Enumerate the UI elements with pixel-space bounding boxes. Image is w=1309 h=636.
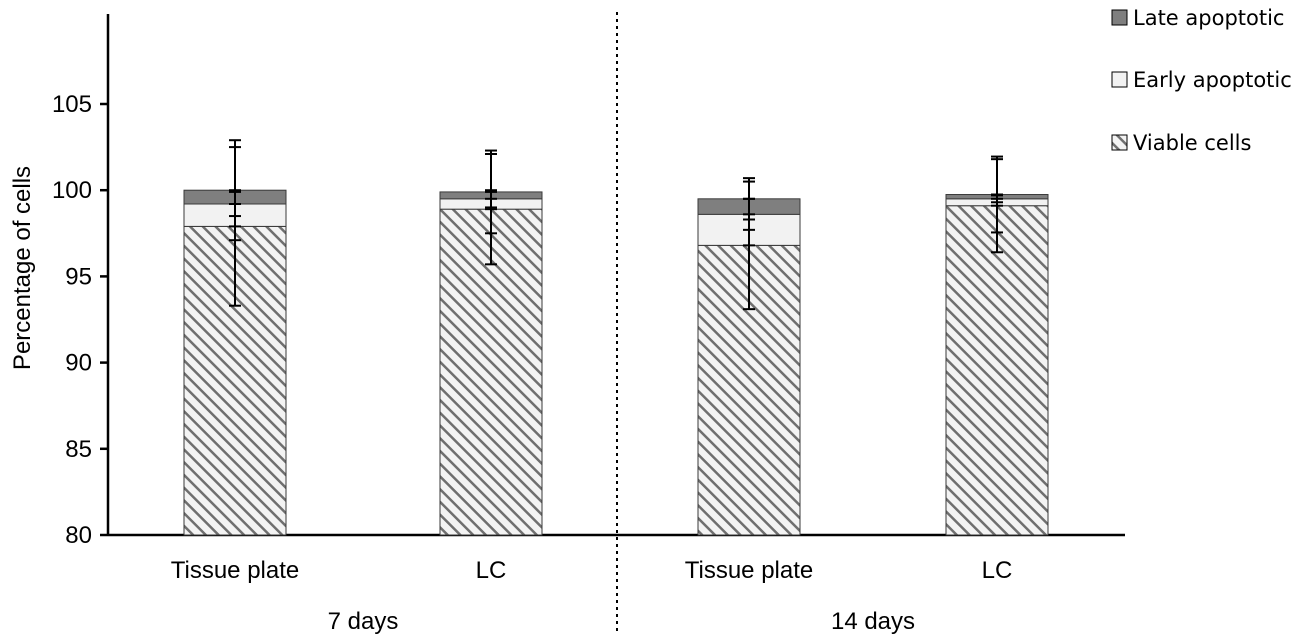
legend-swatch (1111, 71, 1128, 88)
legend-label: Viable cells (1133, 131, 1251, 155)
legend-label: Late apoptotic (1133, 6, 1284, 30)
x-group-label: 7 days (328, 608, 399, 635)
bars (183, 189, 1049, 536)
y-tick-label: 90 (65, 350, 92, 377)
y-tick-label: 105 (52, 91, 92, 118)
x-category-label: LC (476, 557, 507, 584)
error-bars (229, 139, 1003, 311)
x-group-label: 14 days (831, 608, 915, 635)
y-tick-label: 80 (65, 522, 92, 549)
x-category-label: LC (982, 557, 1013, 584)
legend-swatch (1111, 9, 1128, 26)
legend-label: Early apoptotic (1133, 68, 1292, 92)
y-tick-label: 95 (65, 263, 92, 290)
y-tick-label: 100 (52, 177, 92, 204)
y-tick-label: 85 (65, 436, 92, 463)
y-axis: 80 85 90 95 100 105 (52, 14, 110, 549)
x-category-label: Tissue plate (685, 557, 814, 584)
y-axis-title: Percentage of cells (9, 166, 36, 370)
category-labels: Tissue plate LC Tissue plate LC 7 days 14 day… (171, 557, 1013, 635)
legend-swatch (1111, 134, 1128, 151)
bar-segment-viable-cells (945, 205, 1049, 536)
x-category-label: Tissue plate (171, 557, 300, 584)
legend: Late apoptotic Early apoptotic Viable cell… (1111, 6, 1292, 155)
